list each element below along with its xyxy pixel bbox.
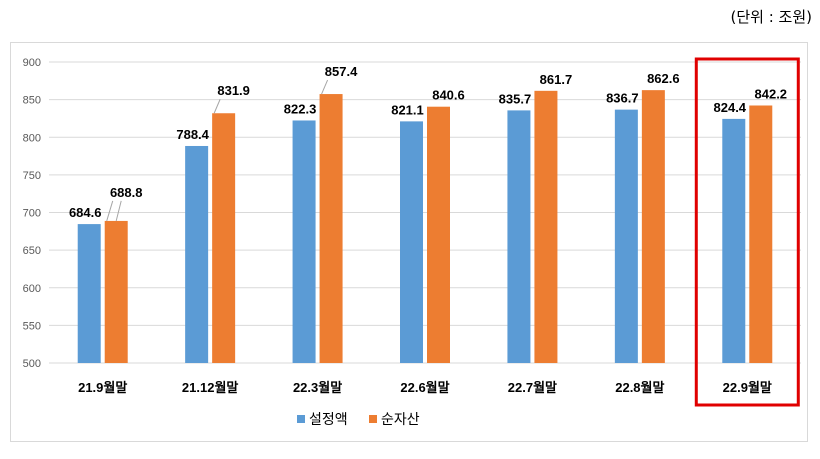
data-label: 831.9 [217,83,250,98]
unit-note: (단위 : 조원) [730,8,813,26]
bar-설정액 [507,110,531,364]
bar-설정액 [185,145,209,363]
data-label: 688.8 [110,185,143,200]
y-tick-label: 650 [23,245,41,257]
data-label: 788.4 [176,127,209,142]
legend-swatch-순자산 [369,415,377,423]
leader-line [106,200,114,222]
bar-순자산 [319,94,343,363]
bar-순자산 [749,105,773,363]
bar-설정액 [400,121,423,363]
y-tick-label: 550 [23,320,41,332]
data-label: 857.4 [325,64,358,79]
bar-순자산 [427,106,450,364]
y-tick-label: 700 [23,208,41,220]
y-tick-label: 600 [23,283,41,295]
bar-설정액 [722,118,746,363]
bar-설정액 [77,224,101,363]
x-tick-label: 22.7월말 [508,380,557,395]
data-label: 824.4 [714,100,747,115]
x-tick-label: 21.9월말 [78,380,127,395]
highlight-box [694,57,800,407]
leader-line [213,99,221,114]
bar-chart: 500 550 600 650 700 750 800 850 900 684.6 688.8 21.… [23,57,801,428]
bar-설정액 [614,109,638,364]
data-label: 840.6 [432,88,465,103]
x-tick-label: 22.3월말 [293,380,342,395]
data-label: 835.7 [499,91,532,106]
legend-swatch-설정액 [297,415,305,423]
x-tick-label: 22.6월말 [400,380,449,395]
x-tick-label: 22.8월말 [615,380,664,395]
y-tick-label: 900 [23,57,41,69]
data-label: 842.2 [755,86,788,101]
bar-순자산 [534,90,558,364]
x-tick-label: 21.12월말 [182,380,238,395]
leader-line [321,79,329,95]
bar-순자산 [641,90,665,364]
data-label: 822.3 [284,101,317,116]
y-tick-label: 750 [23,170,41,182]
y-tick-label: 850 [23,95,41,107]
chart-area: 500 550 600 650 700 750 800 850 900 684.6 688.8 21.… [10,42,808,442]
bar-설정액 [292,120,316,363]
bar-순자산 [212,113,236,364]
data-label: 862.6 [647,71,680,86]
data-label: 836.7 [606,91,639,106]
data-label: 861.7 [540,72,573,87]
y-tick-label: 800 [23,132,41,144]
legend-label: 설정액 [309,412,348,428]
x-tick-label: 22.9월말 [723,380,772,395]
y-tick-label: 500 [23,358,41,370]
bar-순자산 [104,220,128,363]
data-label: 821.1 [391,102,424,117]
legend-label: 순자산 [381,412,420,428]
data-label: 684.6 [69,205,102,220]
leader-line [115,200,122,222]
